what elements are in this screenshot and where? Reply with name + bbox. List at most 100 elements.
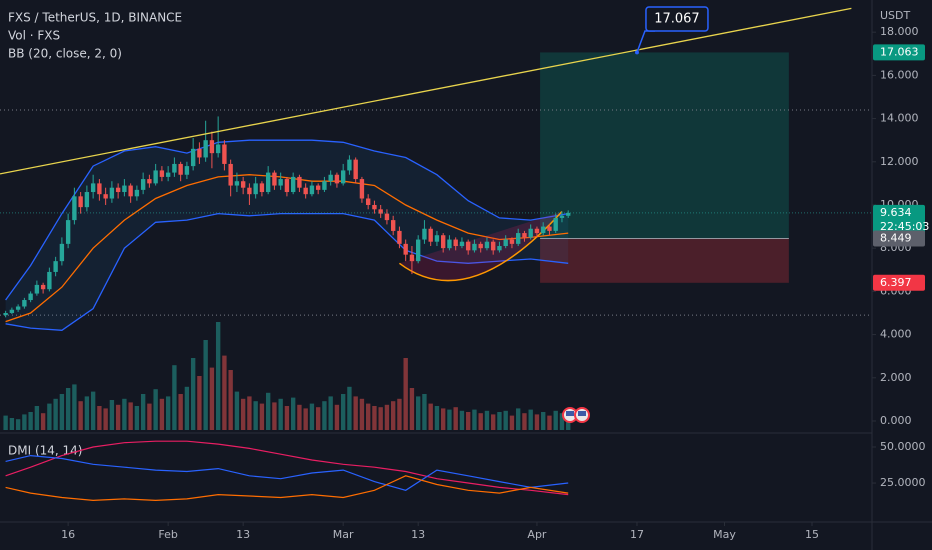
volume-bar [491,414,496,430]
volume-bar [478,413,483,430]
volume-bar [165,396,171,430]
candle-body [147,179,152,184]
candle-body [365,198,371,205]
candle-body [522,233,527,238]
candle-body [428,228,433,242]
y-tick-label: 4.000 [880,328,912,341]
candle-body [303,187,308,195]
candle-body [297,176,302,188]
candle-body [122,185,127,193]
volume-bar [40,413,46,430]
candle-body [178,163,183,175]
volume-bar [403,358,408,430]
stop-zone [540,238,789,283]
candle-body [409,254,415,262]
candle-body [541,226,546,234]
candle-body [172,163,177,173]
volume-bar [409,388,415,430]
candle-body [403,243,408,255]
candle-body [140,179,146,190]
volume-bar [497,412,502,430]
candle-body [466,241,471,251]
candle-body [15,306,21,310]
candle-body [253,183,258,195]
candle-body [22,300,27,307]
candle-body [447,239,452,249]
volume-bar [447,409,452,430]
volume-bar [122,398,127,430]
y-tick-label: 14.000 [880,112,919,125]
volume-bar [372,406,377,430]
volume-bar [247,396,252,430]
y-tick-label: 12.000 [880,155,919,168]
volume-bar [90,391,96,430]
stop-label-box [873,274,925,291]
volume-bar [47,403,52,430]
volume-bar [484,410,490,430]
volume-bar [72,384,77,430]
volume-bar [365,403,371,430]
candle-body [240,181,246,188]
candle-body [453,239,458,247]
candle-body [397,230,402,244]
dmi-label: DMI (14, 14) [8,444,82,458]
x-tick-label: 13 [236,528,250,541]
candle-body [259,183,265,193]
candle-body [497,246,502,251]
candle-body [84,192,90,208]
volume-bar [466,412,471,430]
candle-body [159,170,165,177]
entry-label-box [873,230,925,247]
candle-body [184,166,190,175]
candle-body [134,189,140,197]
volume-bar [228,370,233,430]
volume-bar [340,394,346,430]
callout-label: 17.067 [654,12,700,27]
dmi-line [5,475,569,502]
volume-bar [459,410,465,430]
y-tick-label: 18.000 [880,25,919,38]
target-zone [540,52,789,239]
candle-body [390,220,396,231]
candle-body [47,271,52,290]
candle-body [72,196,77,221]
volume-bar [378,407,383,430]
candle-body [566,212,571,216]
volume-bar [390,401,396,430]
volume-bar [353,396,358,430]
volume-bar [53,398,58,430]
volume-bar [453,407,458,430]
candle-body [478,243,483,249]
candle-body [459,241,465,247]
volume-bar [309,403,315,430]
last-price-label-box [873,204,925,235]
dmi-line [5,440,569,496]
volume-bar [140,394,146,430]
volume-bar [147,403,152,430]
volume-bar [472,409,477,430]
volume-bar [253,401,258,430]
dmi-line [5,454,569,491]
volume-bar [297,404,302,430]
candle-body [528,228,533,238]
volume-bar [240,398,246,430]
x-tick-label: 15 [805,528,819,541]
candle-body [422,228,427,240]
dmi-tick-label: 50.0000 [880,440,926,453]
volume-bar [522,413,527,430]
trendline [0,7,852,175]
candle-body [384,213,390,221]
volume-bar [28,412,33,430]
volume-bar [234,391,240,430]
volume-bar [153,389,158,430]
volume-bar [184,386,190,430]
target-label: 17.063 [880,45,919,58]
candle-body [559,215,565,218]
candle-body [109,187,115,199]
x-tick-label: Mar [333,528,354,541]
candle-body [340,170,346,184]
candle-body [153,170,158,184]
candle-body [322,181,327,190]
volume-bar [547,415,552,430]
volume-bar [103,408,108,430]
